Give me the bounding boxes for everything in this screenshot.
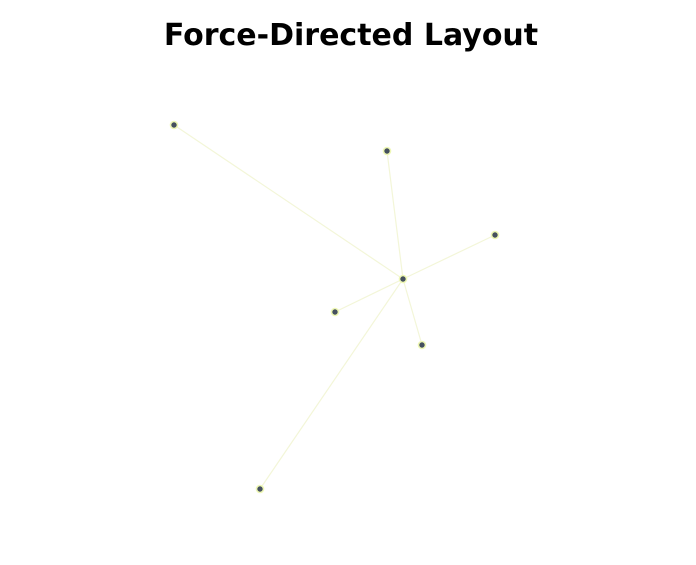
graph-node[interactable]: [398, 274, 408, 284]
graph-edge: [173, 124, 404, 280]
graph-edge: [334, 278, 404, 313]
chart-title: Force-Directed Layout: [163, 18, 539, 53]
graph-node[interactable]: [255, 484, 265, 494]
graph-node[interactable]: [490, 230, 500, 240]
graph-edge: [402, 278, 423, 346]
graph-node[interactable]: [169, 120, 179, 130]
nodes-layer: [169, 120, 500, 494]
graph-node[interactable]: [417, 340, 427, 350]
graph-node[interactable]: [382, 146, 392, 156]
edges-layer: [173, 124, 496, 490]
graph-edge: [386, 150, 404, 280]
graph-edge: [259, 278, 404, 490]
graph-edge: [402, 234, 496, 280]
graph-node[interactable]: [330, 307, 340, 317]
